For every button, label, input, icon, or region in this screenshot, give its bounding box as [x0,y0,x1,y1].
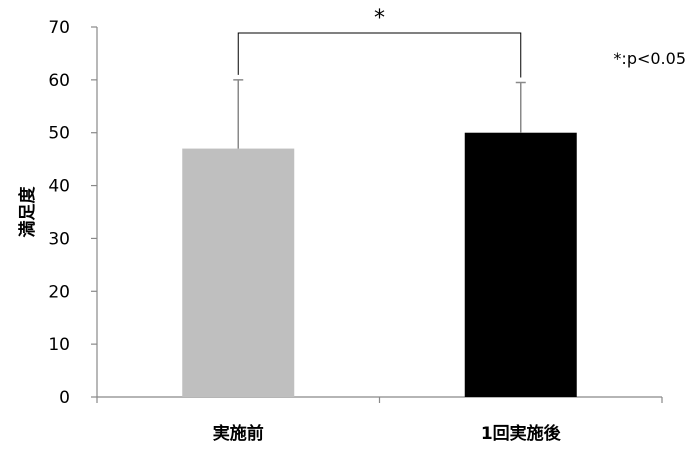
bar [182,148,295,397]
y-axis-title: 満足度 [17,186,38,238]
bar [464,132,577,397]
significance-legend: *:p<0.05 [613,49,686,68]
y-tick-label: 0 [59,388,70,408]
significance-bracket: * [237,6,522,78]
y-axis: 0 10 20 30 40 50 60 70 [48,18,98,408]
significance-bracket-line [237,32,522,78]
y-tick-label: 10 [48,335,70,355]
x-tick-label: 1回実施後 [481,423,562,444]
significance-marker: * [374,6,385,31]
y-tick-label: 70 [48,18,70,38]
y-tick-label: 40 [48,177,70,197]
y-tick-label: 50 [48,124,70,144]
bars [182,132,577,397]
error-bars [233,79,526,149]
x-axis: 実施前 1回実施後 [96,396,663,444]
y-tick-label: 30 [48,229,70,249]
y-tick-label: 20 [48,282,70,302]
x-tick-label: 実施前 [213,423,264,444]
y-tick-label: 60 [48,71,70,91]
